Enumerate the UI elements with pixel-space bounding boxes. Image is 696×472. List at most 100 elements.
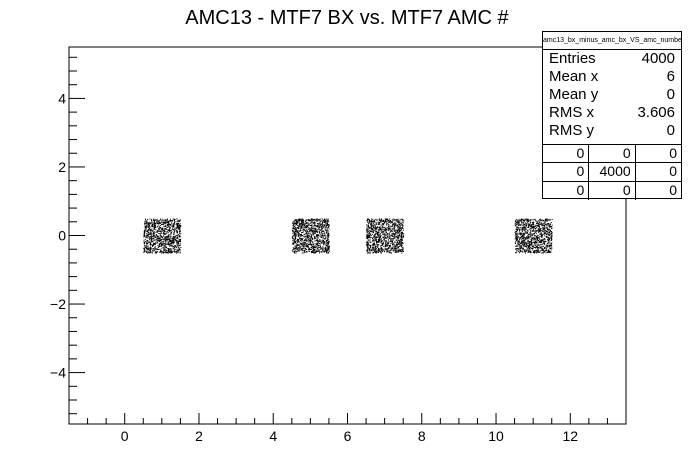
scatter-point — [296, 246, 298, 248]
scatter-point — [369, 226, 371, 228]
scatter-point — [175, 235, 177, 237]
scatter-point — [173, 248, 175, 250]
scatter-point — [519, 232, 521, 234]
scatter-point — [161, 228, 163, 229]
scatter-point — [549, 248, 551, 250]
scatter-point — [366, 249, 368, 250]
scatter-point — [551, 247, 553, 249]
scatter-point — [171, 244, 173, 246]
scatter-point — [294, 222, 295, 224]
scatter-point — [314, 246, 316, 248]
scatter-point — [524, 230, 526, 232]
scatter-point — [379, 248, 381, 250]
scatter-point — [152, 229, 154, 231]
scatter-point — [530, 230, 532, 232]
scatter-point — [144, 222, 146, 224]
scatter-point — [318, 228, 320, 230]
y-tick-label: 4 — [58, 90, 66, 106]
scatter-point — [173, 232, 175, 234]
scatter-point — [324, 234, 326, 236]
scatter-point — [517, 228, 519, 230]
scatter-point — [175, 221, 177, 223]
scatter-point — [166, 226, 168, 228]
scatter-point — [170, 232, 172, 234]
scatter-point — [165, 226, 167, 227]
scatter-point — [548, 242, 550, 244]
scatter-point — [372, 231, 374, 233]
scatter-point — [520, 223, 522, 225]
scatter-point — [398, 248, 400, 250]
scatter-point — [179, 241, 181, 243]
scatter-point — [305, 221, 306, 222]
scatter-point — [179, 251, 181, 253]
scatter-point — [152, 250, 154, 252]
scatter-point — [312, 231, 314, 233]
scatter-point — [145, 227, 147, 229]
scatter-point — [169, 229, 171, 231]
scatter-point — [520, 219, 521, 221]
scatter-point — [177, 237, 179, 239]
scatter-point — [320, 218, 322, 220]
scatter-point — [388, 225, 389, 227]
scatter-point — [550, 238, 552, 239]
scatter-point — [549, 251, 551, 253]
scatter-point — [372, 244, 374, 246]
scatter-point — [399, 222, 401, 224]
scatter-point — [515, 243, 516, 244]
scatter-point — [316, 230, 318, 232]
scatter-point — [172, 219, 173, 221]
scatter-point — [321, 234, 323, 236]
scatter-point — [313, 249, 315, 250]
scatter-point — [150, 240, 152, 242]
scatter-point — [551, 231, 553, 232]
scatter-point — [317, 243, 319, 245]
scatter-point — [540, 223, 542, 225]
scatter-point — [542, 245, 544, 247]
scatter-point — [547, 250, 549, 252]
scatter-point — [149, 232, 151, 233]
scatter-point — [542, 230, 543, 232]
scatter-point — [308, 235, 309, 237]
scatter-point — [519, 244, 520, 246]
scatter-point — [386, 245, 388, 247]
scatter-point — [383, 238, 385, 240]
scatter-point — [308, 238, 310, 240]
scatter-point — [174, 239, 176, 241]
scatter-point — [300, 218, 302, 220]
scatter-point — [317, 245, 319, 247]
scatter-point — [372, 240, 374, 242]
scatter-point — [327, 230, 329, 232]
scatter-point — [312, 251, 313, 253]
scatter-point — [155, 252, 157, 254]
scatter-point — [384, 222, 385, 224]
scatter-point — [370, 245, 372, 246]
scatter-point — [147, 225, 149, 227]
scatter-point — [177, 219, 179, 221]
scatter-point — [165, 228, 167, 229]
scatter-point — [547, 243, 548, 245]
scatter-point — [536, 226, 538, 228]
scatter-point — [153, 232, 155, 234]
scatter-point — [304, 241, 306, 243]
scatter-point — [389, 225, 391, 227]
x-tick-label: 10 — [488, 428, 504, 444]
scatter-point — [546, 235, 548, 237]
scatter-point — [161, 239, 163, 240]
scatter-point — [154, 232, 156, 234]
scatter-point — [171, 238, 173, 240]
scatter-point — [297, 225, 299, 227]
scatter-point — [301, 219, 303, 221]
scatter-point — [525, 251, 526, 252]
scatter-point — [322, 231, 324, 233]
scatter-point — [386, 237, 388, 239]
scatter-point — [541, 247, 543, 249]
scatter-point — [143, 248, 145, 250]
scatter-point — [525, 232, 527, 234]
scatter-point — [295, 227, 297, 229]
scatter-point — [371, 228, 373, 230]
scatter-point — [537, 250, 539, 252]
scatter-point — [380, 220, 381, 222]
scatter-point — [519, 224, 520, 226]
scatter-point — [173, 231, 175, 233]
